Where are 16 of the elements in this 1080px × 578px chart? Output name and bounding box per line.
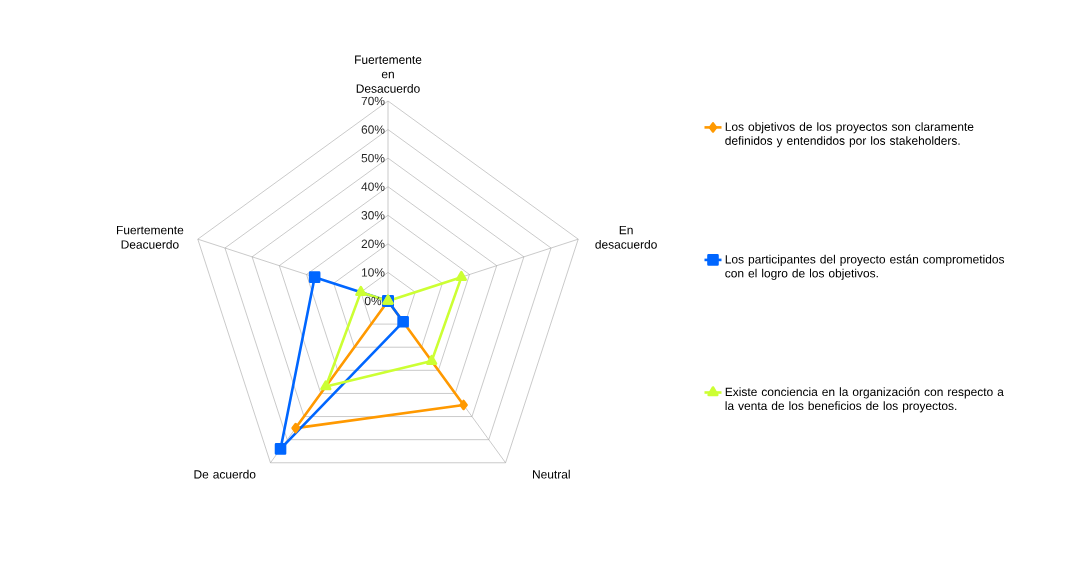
spoke-label: Fuertemente Deacuerdo [117, 225, 184, 249]
y-tick-label: 30% [361, 211, 385, 220]
y-tick-label: 50% [361, 153, 385, 163]
y-tick-label: 20% [361, 239, 385, 249]
spoke-label: De acuerdo [194, 469, 256, 479]
legend-label: Existe conciencia en la organización con respecto a la venta de los beneficios de los proyectos. [725, 387, 1004, 413]
y-tick-label: 70% [361, 96, 385, 106]
y-tick-label: 0% [364, 296, 382, 306]
y-tick-label: 40% [361, 182, 385, 191]
y-tick-label: 10% [361, 268, 385, 277]
spoke-label: En desacuerdo [595, 225, 657, 249]
spoke-label: Neutral [533, 469, 570, 479]
legend-label: Los objetivos de los proyectos son claramente definidos y entendidos por los stakeholders. [725, 122, 974, 148]
y-tick-label: 60% [361, 125, 385, 134]
spoke-label: Fuertemente en Desacuerdo [355, 55, 422, 93]
legend-label: Los participantes del proyecto están comprometidos con el logro de los objetivos. [725, 254, 1005, 280]
